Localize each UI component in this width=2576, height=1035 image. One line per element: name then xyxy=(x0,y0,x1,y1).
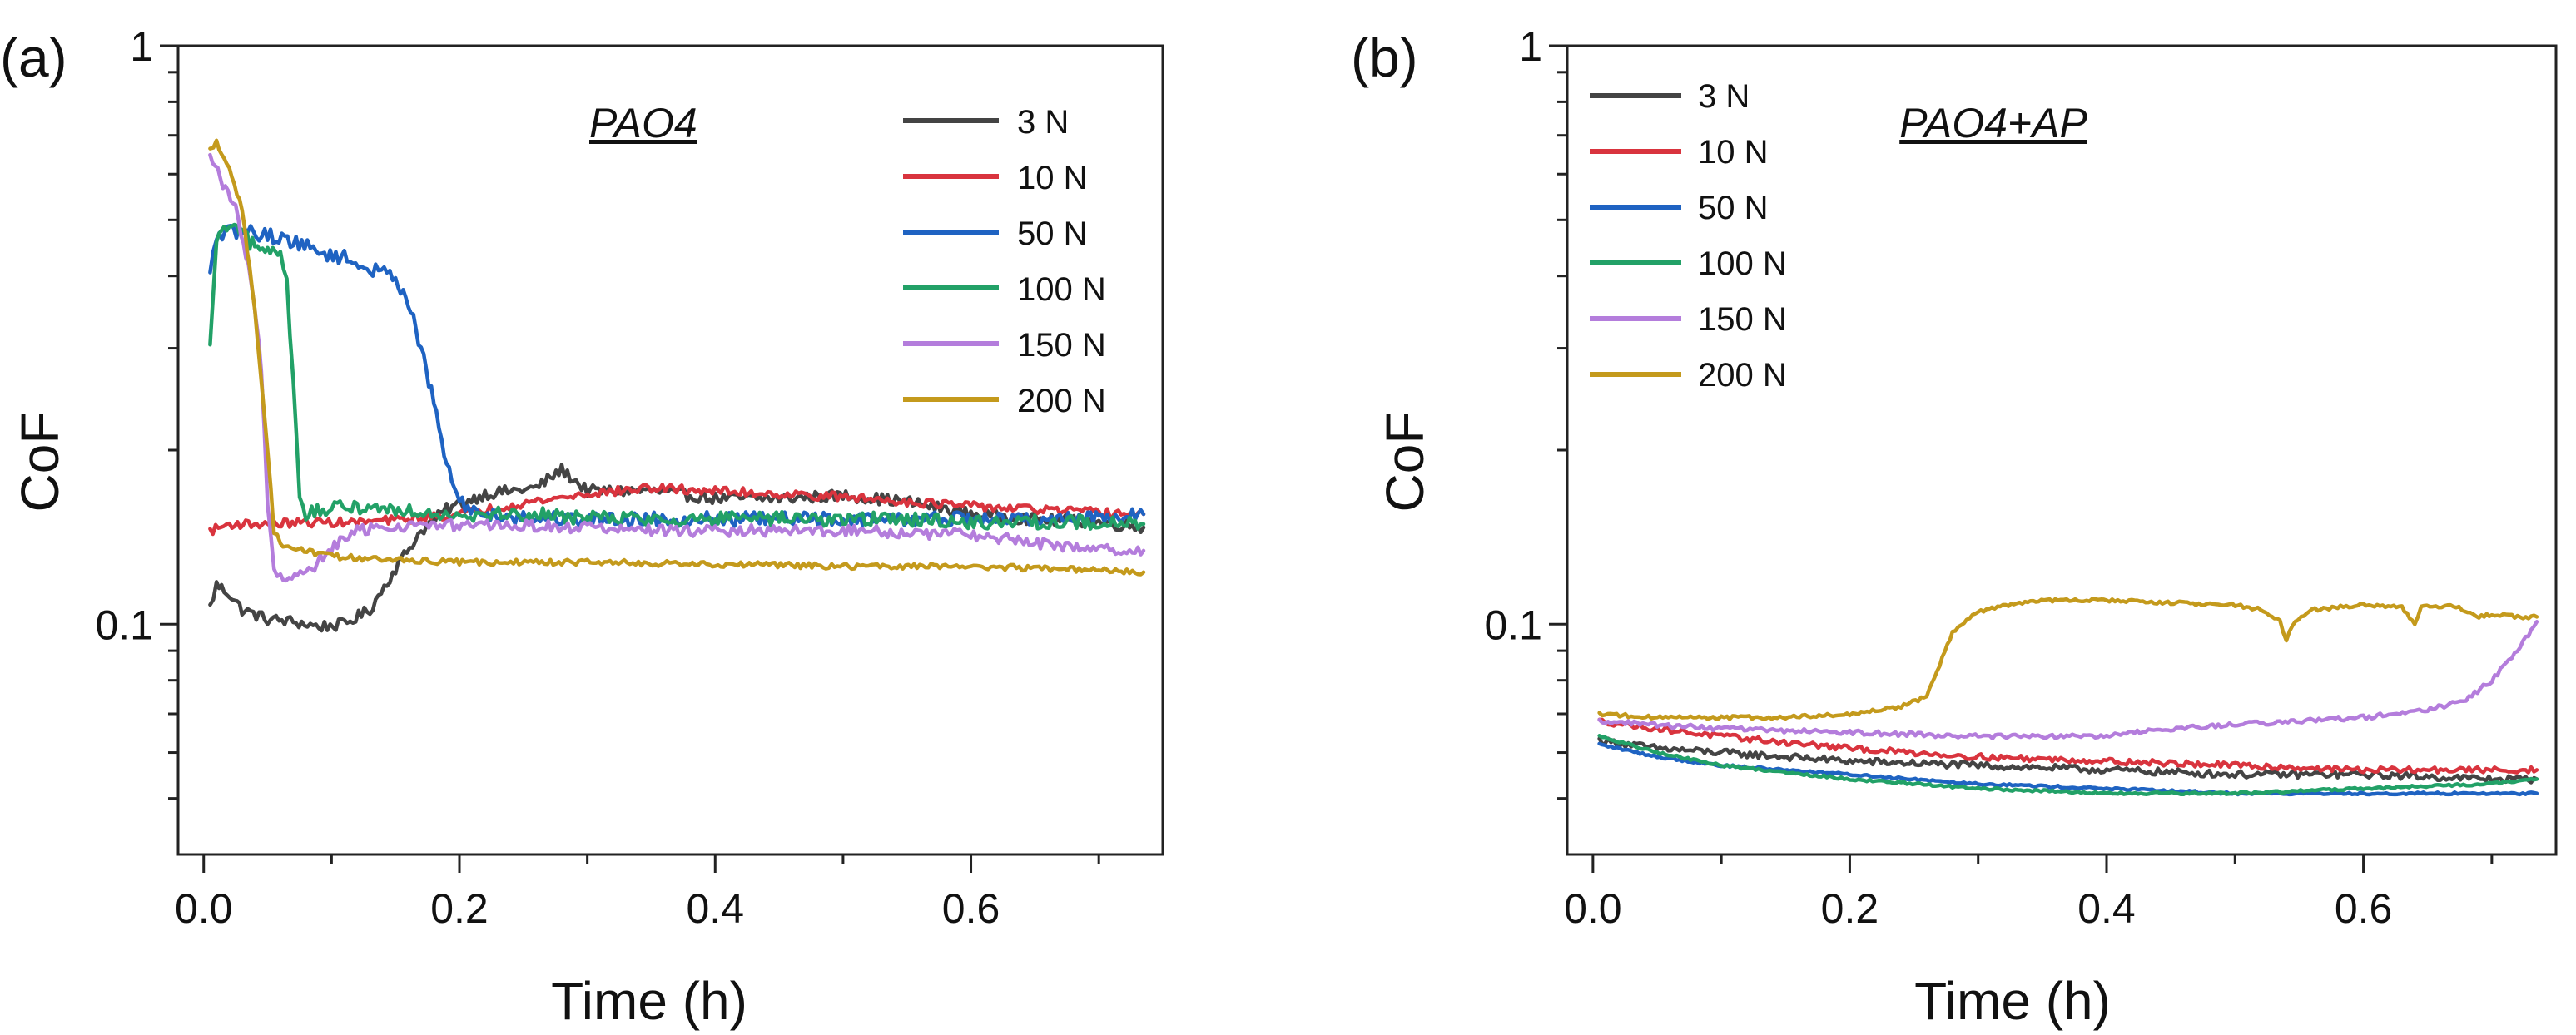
legend-label-200n: 200 N xyxy=(1698,357,1787,394)
series-line-50n xyxy=(208,223,1146,528)
panel-a-label: (a) xyxy=(0,27,67,88)
x-tick-label: 0.0 xyxy=(1564,885,1622,932)
legend-label-200n: 200 N xyxy=(1017,383,1106,419)
x-tick-label: 0.2 xyxy=(1821,885,1879,932)
panel-a-annotation: PAO4 xyxy=(589,100,697,146)
legend-label-10n: 10 N xyxy=(1698,134,1769,171)
legend-label-3n: 3 N xyxy=(1017,104,1069,141)
legend-label-50n: 50 N xyxy=(1698,190,1769,226)
x-tick-label: 0.4 xyxy=(687,885,745,932)
x-tick-label: 0.2 xyxy=(430,885,489,932)
x-tick-label: 0.6 xyxy=(942,885,1000,932)
y-tick-label: 0.1 xyxy=(1484,602,1542,648)
legend-entry-3n: 3 N xyxy=(1590,78,1750,115)
legend-entry-10n: 10 N xyxy=(903,160,1088,196)
x-tick-label: 0.6 xyxy=(2335,885,2393,932)
x-tick-label: 0.4 xyxy=(2077,885,2136,932)
legend-entry-10n: 10 N xyxy=(1590,134,1769,171)
series-line-200n xyxy=(1597,597,2539,721)
series-line-200n xyxy=(208,138,1146,577)
series-line-3n xyxy=(1597,736,2539,785)
legend-entry-100n: 100 N xyxy=(903,271,1106,308)
panel-b-ylabel: CoF xyxy=(1375,412,1435,513)
legend-entry-3n: 3 N xyxy=(903,104,1069,141)
legend-label-100n: 100 N xyxy=(1017,271,1106,308)
legend-label-50n: 50 N xyxy=(1017,215,1088,252)
series-line-100n xyxy=(208,222,1146,531)
panel-a-axes-frame xyxy=(176,44,1164,856)
series-line-10n xyxy=(1597,717,2539,775)
panel-b-legend: 3 N 10 N 50 N 100 N 150 N 200 N xyxy=(1590,78,1787,394)
panel-a-xlabel: Time (h) xyxy=(551,971,747,1031)
panel-b: (b) PAO4+AP CoF Time (h) 0.0 0.2 0.4 0.6 0.1… xyxy=(1351,23,2558,1031)
panel-b-annotation: PAO4+AP xyxy=(1899,100,2087,146)
panel-b-axes-frame xyxy=(1566,44,2558,856)
legend-entry-200n: 200 N xyxy=(903,383,1106,419)
legend-label-150n: 150 N xyxy=(1017,327,1106,364)
panel-b-ticks: 0.0 0.2 0.4 0.6 0.1 1 xyxy=(1484,23,2494,932)
panel-a: (a) PAO4 CoF Time (h) 0.0 0.2 0.4 0.6 0.1 1 3… xyxy=(0,23,1164,1031)
panel-b-label: (b) xyxy=(1351,27,1418,88)
y-tick-label: 1 xyxy=(130,23,153,70)
legend-label-10n: 10 N xyxy=(1017,160,1088,196)
legend-label-3n: 3 N xyxy=(1698,78,1750,115)
series-line-100n xyxy=(1597,734,2539,796)
legend-label-150n: 150 N xyxy=(1698,301,1787,338)
legend-entry-50n: 50 N xyxy=(1590,190,1769,226)
panel-a-ylabel: CoF xyxy=(10,412,70,513)
panel-a-ticks: 0.0 0.2 0.4 0.6 0.1 1 xyxy=(95,23,1100,932)
x-tick-label: 0.0 xyxy=(175,885,233,932)
panel-b-plot-area xyxy=(1597,597,2539,797)
panel-b-xlabel: Time (h) xyxy=(1914,971,2111,1031)
y-tick-label: 0.1 xyxy=(95,602,153,648)
legend-entry-50n: 50 N xyxy=(903,215,1088,252)
series-line-150n xyxy=(1597,620,2539,741)
legend-entry-150n: 150 N xyxy=(1590,301,1787,338)
series-line-150n xyxy=(208,152,1146,583)
panel-a-legend: 3 N 10 N 50 N 100 N 150 N 200 N xyxy=(903,104,1106,419)
legend-label-100n: 100 N xyxy=(1698,245,1787,282)
y-tick-label: 1 xyxy=(1519,23,1542,70)
series-line-10n xyxy=(208,483,1146,537)
legend-entry-100n: 100 N xyxy=(1590,245,1787,282)
panel-a-plot-area xyxy=(208,138,1146,633)
legend-entry-150n: 150 N xyxy=(903,327,1106,364)
legend-entry-200n: 200 N xyxy=(1590,357,1787,394)
